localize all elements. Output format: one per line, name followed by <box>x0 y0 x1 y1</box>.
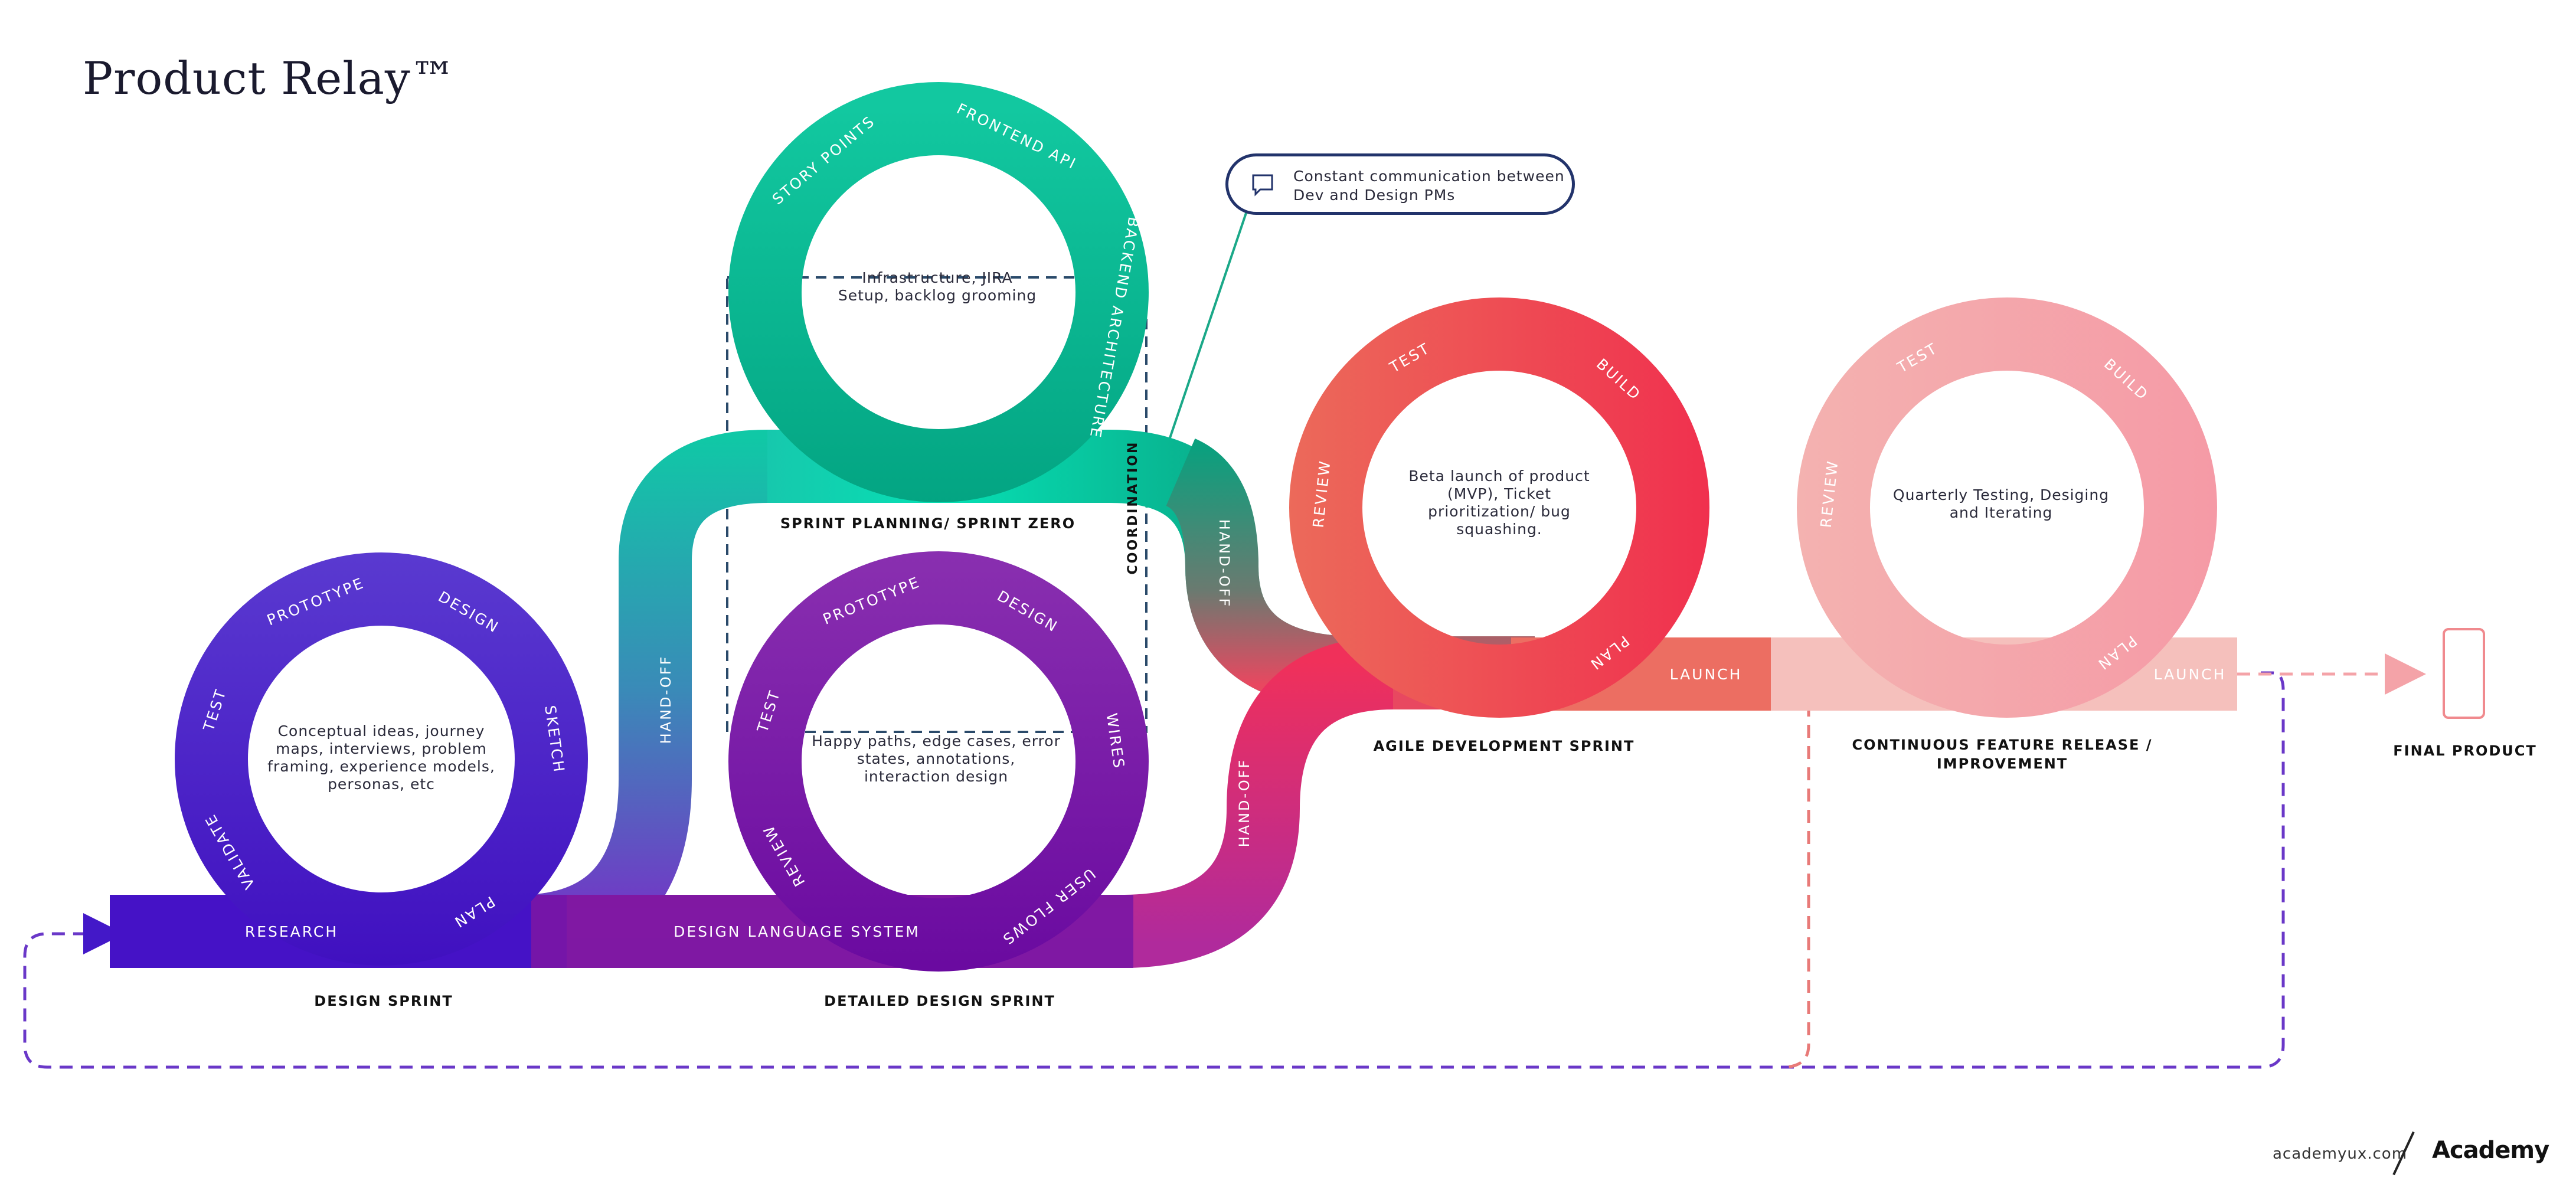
phase-label: LAUNCH <box>1670 666 1743 683</box>
cycle-description: personas, etc <box>328 776 435 793</box>
cycle-description: and Iterating <box>1950 504 2053 521</box>
footer-logo: Academy <box>2432 1137 2549 1164</box>
ring-sprint-zero <box>728 82 1149 502</box>
cycle-description: states, annotations, <box>857 750 1016 767</box>
cycle-description: Infrastructure, JIRA <box>862 269 1012 286</box>
cycle-name: CONTINUOUS FEATURE RELEASE / <box>1852 737 2152 753</box>
feedback-loop-inner <box>1782 671 1810 1069</box>
ring-agile-dev <box>1289 297 1709 718</box>
handoff-label: HAND-OFF <box>1236 758 1253 848</box>
phone-icon <box>2443 628 2485 719</box>
cycle-description: Happy paths, edge cases, error <box>812 732 1061 750</box>
cycle-description: prioritization/ bug <box>1428 503 1571 520</box>
cycle-name: DESIGN SPRINT <box>314 993 453 1009</box>
page-title: Product Relay™ <box>83 52 456 104</box>
relay-band-design <box>567 636 1394 968</box>
cycle-description: framing, experience models, <box>267 758 495 775</box>
callout-text: Constant communication between Dev and D… <box>1293 168 1565 204</box>
cycle-description: Beta launch of product <box>1408 467 1590 485</box>
cycle-name: AGILE DEVELOPMENT SPRINT <box>1374 738 1635 754</box>
handoff-label: HAND-OFF <box>658 655 674 744</box>
cycle-name: IMPROVEMENT <box>1937 756 2068 772</box>
feedback-loop-path <box>23 671 2285 1069</box>
ring-detailed-design <box>728 551 1149 972</box>
cycle-name: DETAILED DESIGN SPRINT <box>824 993 1055 1009</box>
cycle-description: squashing. <box>1456 521 1542 538</box>
footer-url[interactable]: academyux.com <box>2273 1145 2408 1163</box>
speech-bubble-icon <box>1252 174 1273 197</box>
ring-continuous <box>1797 297 2217 718</box>
phase-label: RESEARCH <box>245 923 338 940</box>
final-product-label: FINAL PRODUCT <box>2393 743 2537 759</box>
callout-bubble: Constant communication between Dev and D… <box>1225 153 1575 215</box>
cycle-description: Conceptual ideas, journey <box>278 722 485 740</box>
cycle-description: Setup, backlog grooming <box>838 287 1037 304</box>
cycle-description: maps, interviews, problem <box>276 740 487 757</box>
phase-label: DESIGN LANGUAGE SYSTEM <box>674 923 920 940</box>
handoff-label: HAND-OFF <box>1216 519 1233 609</box>
cycle-name: SPRINT PLANNING/ SPRINT ZERO <box>780 515 1075 532</box>
coordination-label: COORDINATION <box>1126 441 1140 575</box>
cycle-description: (MVP), Ticket <box>1447 485 1551 502</box>
ring-design-sprint <box>175 552 588 966</box>
cycle-description: Quarterly Testing, Desiging <box>1893 486 2109 503</box>
cycle-description: interaction design <box>864 768 1008 785</box>
phase-label: LAUNCH <box>2154 666 2227 683</box>
